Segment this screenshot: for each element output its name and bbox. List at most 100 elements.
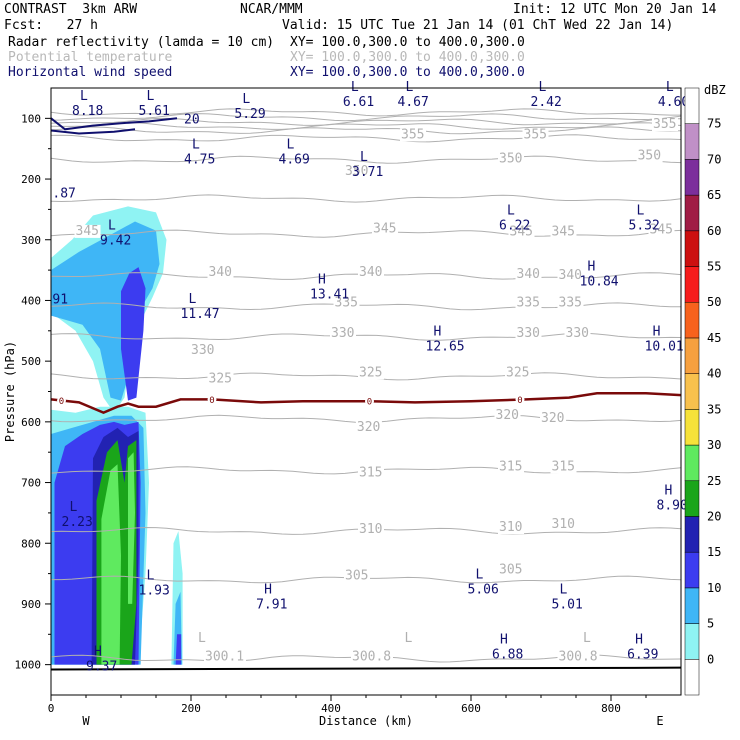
colorbar-swatch: [684, 194, 700, 232]
field-reflectivity-xy: XY= 100.0,300.0 to 400.0,300.0: [290, 35, 525, 50]
zero-isotherm-label-bg: [365, 397, 374, 405]
theta-label-bg: [190, 343, 216, 357]
theta-label-bg: [652, 118, 678, 132]
wind-high-marker: H: [318, 272, 326, 287]
colorbar-swatch: [684, 623, 700, 660]
colorbar-label: 55: [707, 260, 721, 274]
edge-value-label: .87: [52, 186, 75, 201]
theta-label: 340: [209, 265, 232, 280]
theta-label-bg: [557, 650, 600, 664]
theta-label: 305: [345, 569, 368, 584]
colorbar-swatch: [684, 337, 700, 374]
colorbar-label: 0: [707, 652, 714, 666]
colorbar-label: 65: [707, 188, 721, 202]
wind-extremum-value: 6.61: [343, 95, 374, 110]
colorbar-swatch: [684, 551, 700, 589]
theta-label-bg: [355, 420, 382, 434]
colorbar-swatch: [684, 480, 700, 517]
theta-label-bg: [557, 296, 584, 310]
theta-label: 330: [566, 326, 589, 341]
edge-value-label: 91: [52, 292, 68, 307]
wind-high-marker: H: [94, 645, 102, 660]
y-tick-label: 400: [21, 294, 41, 307]
theta-low-marker: L: [583, 631, 591, 646]
wind-extremum-value: 6.88: [492, 647, 523, 662]
theta-label: 325: [359, 365, 382, 380]
theta-label-bg: [400, 128, 426, 142]
theta-label: 310: [499, 520, 522, 535]
theta-label: 305: [499, 563, 522, 578]
refl-15-upper: [121, 267, 146, 401]
wind-high-marker: H: [588, 260, 596, 275]
theta-label-bg: [515, 326, 542, 340]
theta-label-bg: [333, 296, 360, 310]
colorbar-label: 45: [707, 331, 721, 345]
colorbar-swatch: [684, 230, 700, 267]
theta-label-bg: [498, 521, 524, 535]
wind-extremum-value: 10.01: [645, 340, 684, 355]
forecast-hour: Fcst: 27 h: [4, 18, 98, 33]
theta-label-bg: [358, 522, 384, 536]
field-wind-xy: XY= 100.0,300.0 to 400.0,300.0: [290, 65, 525, 80]
colorbar-label: 15: [707, 545, 721, 559]
theta-contour: [51, 134, 681, 143]
field-theta-xy: XY= 100.0,300.0 to 400.0,300.0: [290, 50, 525, 65]
wind-low-marker: L: [560, 583, 568, 598]
colorbar-label: 40: [707, 367, 721, 381]
wind-extremum-value: 7.91: [256, 598, 287, 613]
colorbar-swatch: [684, 659, 700, 696]
theta-label-bg: [557, 269, 584, 283]
wind-extremum-value: 2.42: [531, 95, 562, 110]
init-time: Init: 12 UTC Mon 20 Jan 14: [513, 2, 717, 17]
surface-line: [51, 666, 681, 671]
theta-label: 325: [209, 371, 232, 386]
wind-extremum-value: 4.75: [184, 153, 215, 168]
wind-extremum-value: 5.32: [629, 218, 660, 233]
colorbar-label: 25: [707, 474, 721, 488]
wind-extremum-value: 10.84: [580, 275, 619, 290]
wind-low-marker: L: [360, 150, 368, 165]
theta-contour: [51, 126, 681, 135]
theta-label: 330: [191, 343, 214, 358]
wind-high-marker: H: [500, 632, 508, 647]
colorbar-label: 70: [707, 152, 721, 166]
refl-30-lower: [101, 464, 121, 665]
theta-label-bg: [515, 296, 542, 310]
wind-low-marker: L: [189, 292, 197, 307]
theta-label-bg: [498, 460, 524, 474]
wind-high-marker: H: [653, 325, 661, 340]
theta-contour: [51, 113, 681, 122]
theta-label-bg: [358, 366, 384, 380]
theta-label: 315: [499, 459, 522, 474]
colorbar-label: 75: [707, 117, 721, 131]
zero-contour: [51, 392, 681, 415]
wind-extremum-value: 6.22: [499, 218, 530, 233]
wind-low-marker: L: [70, 500, 78, 515]
wind-low-marker: L: [637, 203, 645, 218]
valid-time: Valid: 15 UTC Tue 21 Jan 14 (01 ChT Wed …: [282, 18, 674, 33]
colorbar-label: 20: [707, 509, 721, 523]
x-end-west: W: [82, 714, 90, 728]
theta-label: 335: [517, 296, 540, 311]
y-tick-label: 200: [21, 173, 41, 186]
x-tick-label: 400: [321, 702, 341, 715]
y-axis-label: Pressure (hPa): [3, 341, 17, 442]
model-title: CONTRAST 3km ARW: [4, 2, 138, 17]
colorbar-swatch: [684, 444, 700, 482]
wind-extremum-value: 4.69: [279, 153, 310, 168]
zero-isotherm-label: 0: [59, 397, 64, 407]
theta-label-bg: [498, 563, 524, 577]
wind-high-marker: H: [434, 325, 442, 340]
field-wind-name: Horizontal wind speed: [8, 65, 173, 80]
zero-isotherm-label-bg: [57, 397, 66, 405]
wind-extremum-value: 9.42: [100, 233, 131, 248]
theta-label: 315: [359, 465, 382, 480]
colorbar-swatch: [684, 301, 700, 339]
theta-label: 355: [401, 127, 424, 142]
wind-extremum-value: 5.29: [234, 107, 265, 122]
theta-label: 315: [552, 459, 575, 474]
wind-extremum-value: 5.61: [139, 104, 170, 119]
theta-label: 345: [650, 223, 673, 238]
wind-high-marker: H: [665, 484, 673, 499]
